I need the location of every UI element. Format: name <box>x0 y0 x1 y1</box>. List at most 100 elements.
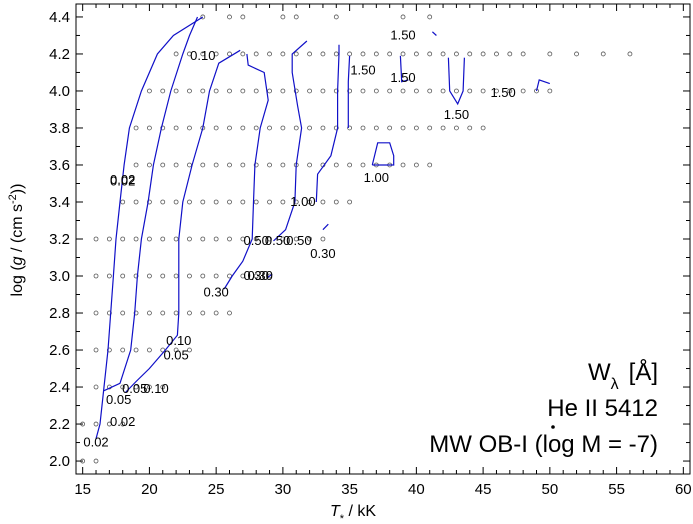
y-tick-label: 2.4 <box>49 379 70 396</box>
contour-label: 1.50 <box>444 107 469 122</box>
grid-point <box>467 51 473 57</box>
x-tick-label: 30 <box>275 481 292 498</box>
grid-point <box>213 199 219 205</box>
annotation-line-3: MW OB-I (log M = -7) <box>429 431 658 458</box>
grid-point <box>307 162 312 168</box>
grid-point <box>253 236 259 242</box>
contour-0-30 <box>322 223 329 231</box>
contour-label: 1.00 <box>290 194 315 209</box>
grid-point <box>360 162 366 168</box>
grid-point <box>160 310 166 316</box>
grid-point <box>187 162 192 168</box>
x-tick-label: 50 <box>542 481 559 498</box>
contour-labels: 0.020.020.020.020.050.050.050.100.100.10… <box>83 27 515 449</box>
grid-point <box>227 310 232 316</box>
grid-point <box>480 125 486 131</box>
grid-point <box>320 125 326 131</box>
contour-label: 0.02 <box>110 414 135 429</box>
y-tick-label: 4.0 <box>49 83 70 100</box>
grid-point <box>333 14 339 20</box>
grid-point <box>213 125 219 131</box>
grid-point <box>187 236 192 242</box>
grid-point <box>93 273 99 279</box>
grid-point <box>160 384 166 390</box>
grid-point <box>280 162 286 168</box>
grid-point <box>93 421 99 427</box>
contour-label: 1.50 <box>390 27 415 42</box>
grid-point <box>400 125 406 131</box>
contour-label: 0.30 <box>310 246 335 261</box>
grid-point <box>120 384 126 390</box>
grid-point <box>106 236 112 242</box>
grid-point <box>280 236 286 242</box>
grid-point <box>240 162 246 168</box>
grid-point <box>200 51 206 57</box>
contour-label: 0.10 <box>143 381 168 396</box>
grid-point <box>333 51 339 57</box>
y-tick-label: 3.8 <box>49 120 70 137</box>
grid-point <box>267 162 272 168</box>
grid-point <box>93 458 99 464</box>
grid-point <box>173 125 179 131</box>
plot-annotations: Wλ [Å] He II 5412 MW OB-I (log M = -7) <box>429 358 658 458</box>
grid-point <box>494 88 499 94</box>
axis-ticks <box>76 4 690 474</box>
contour-0-02 <box>95 16 204 439</box>
grid-point <box>373 51 379 57</box>
grid-point <box>133 384 139 390</box>
contour-label: 0.30 <box>244 268 269 283</box>
grid-point <box>147 384 152 390</box>
grid-point <box>333 199 339 205</box>
contour-0-05 <box>103 16 199 392</box>
grid-point <box>133 273 139 279</box>
grid-point <box>280 199 286 205</box>
grid-point <box>200 88 206 94</box>
grid-point <box>413 88 419 94</box>
grid-point <box>200 14 206 20</box>
y-tick-label: 2.0 <box>49 453 70 470</box>
grid-point <box>427 162 433 168</box>
grid-point <box>93 236 99 242</box>
contour-label: 1.50 <box>490 85 515 100</box>
x-axis-label: T* / kK <box>330 503 376 524</box>
contour-1-00 <box>315 44 340 203</box>
grid-point <box>160 199 166 205</box>
contour-0-30 <box>223 53 269 290</box>
grid-point <box>93 384 99 390</box>
grid-point <box>627 51 633 57</box>
grid-point <box>267 236 272 242</box>
grid-point <box>467 125 473 131</box>
grid-point <box>347 88 353 94</box>
grid-point <box>333 88 339 94</box>
grid-point <box>227 199 232 205</box>
grid-point <box>187 273 192 279</box>
grid-point <box>187 199 192 205</box>
contour-label: 0.02 <box>110 174 135 189</box>
grid-point <box>106 310 112 316</box>
grid-point <box>187 125 192 131</box>
grid-point <box>106 421 112 427</box>
contour-1-50 <box>431 31 437 36</box>
contour-label: 0.05 <box>106 392 131 407</box>
y-tick-label: 2.6 <box>49 342 70 359</box>
grid-point <box>147 310 152 316</box>
grid-point <box>387 88 393 94</box>
grid-point <box>507 51 513 57</box>
grid-point <box>106 273 112 279</box>
grid-point <box>400 162 406 168</box>
grid-point <box>173 162 179 168</box>
grid-point <box>147 199 152 205</box>
grid-point <box>293 199 299 205</box>
grid-point <box>507 88 513 94</box>
annotation-line-1: Wλ [Å] <box>588 358 658 393</box>
grid-point <box>440 125 446 131</box>
grid-point <box>280 88 286 94</box>
grid-point <box>213 162 219 168</box>
grid-point <box>307 51 312 57</box>
grid-point <box>267 273 272 279</box>
grid-point <box>360 125 366 131</box>
grid-point <box>93 347 99 353</box>
grid-point <box>147 236 152 242</box>
grid-point <box>120 310 126 316</box>
grid-point <box>267 125 272 131</box>
